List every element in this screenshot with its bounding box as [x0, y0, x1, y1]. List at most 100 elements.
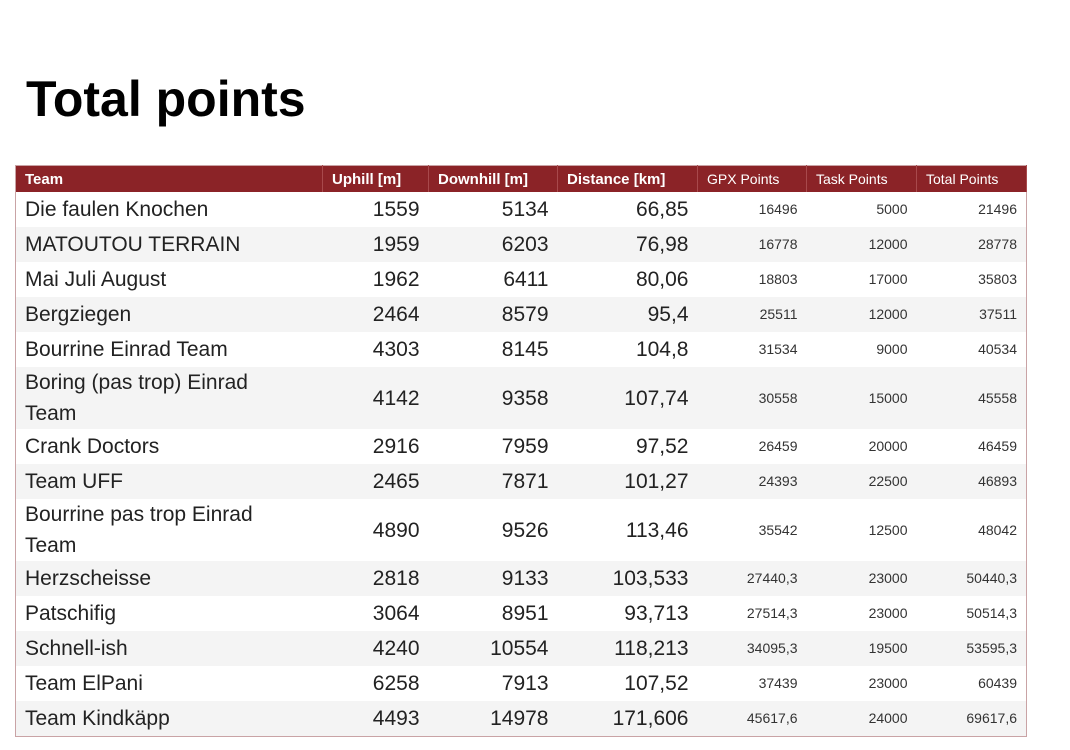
value-cell: 4303 [372, 338, 420, 361]
value-cell: 12000 [806, 227, 917, 262]
table-row: Mai Juli August 1962 6411 80,06 18803 17000 35… [16, 262, 1027, 297]
column-header: Distance [km] [557, 165, 698, 192]
team-cell: Boring (pas trop) Einrad Team [15, 367, 323, 429]
table-row: Team ElPani 6258 7913 107,52 37439 23000 60439 [16, 666, 1027, 701]
value-cell: 60439 [978, 675, 1017, 691]
value-cell: 97,52 [635, 435, 689, 458]
value-cell: 23000 [868, 675, 908, 691]
value-cell: 24000 [806, 701, 917, 737]
value-cell: 40534 [978, 341, 1017, 357]
team-cell: Mai Juli August [25, 268, 167, 291]
value-cell: 34095,3 [697, 631, 807, 666]
value-cell: 28778 [916, 227, 1027, 262]
value-cell: 80,06 [635, 268, 689, 291]
team-cell: Herzscheisse [15, 561, 323, 596]
value-cell: 25511 [697, 297, 807, 332]
value-cell: 3064 [372, 602, 420, 625]
value-cell: 16496 [758, 201, 798, 217]
table-row: Schnell-ish 4240 10554 118,213 34095,3 19500 5… [15, 631, 1027, 666]
value-cell: 2916 [372, 435, 420, 458]
value-cell: 103,533 [557, 561, 698, 596]
table-row: Herzscheisse 2818 9133 103,533 27440,3 23000 5… [15, 561, 1027, 596]
value-cell: 93,713 [624, 602, 689, 625]
column-header: Uphill [m] [322, 165, 429, 192]
column-header: Downhill [m] [428, 165, 558, 192]
team-cell: Crank Doctors [25, 435, 160, 458]
value-cell: 8145 [501, 338, 549, 361]
value-cell: 2464 [322, 297, 429, 332]
value-cell: 9358 [428, 367, 558, 429]
table-row: Bourrine Einrad Team 4303 8145 104,8 31534 90… [16, 332, 1027, 367]
value-cell: 1962 [372, 268, 420, 291]
value-cell: 12500 [868, 521, 908, 538]
value-cell: 6258 [372, 672, 420, 695]
value-cell: 23000 [868, 605, 908, 621]
column-header: GPX Points [697, 165, 807, 192]
points-table: Team Uphill [m] Downhill [m] Distance [km] G… [15, 165, 1027, 737]
team-cell: Schnell-ish [15, 631, 323, 666]
value-cell: 45617,6 [697, 701, 807, 737]
team-cell: Team UFF [15, 464, 323, 499]
page-title: Total points [26, 71, 306, 127]
value-cell: 30558 [697, 367, 807, 429]
value-cell: 15000 [806, 367, 917, 429]
team-cell: Team ElPani [25, 672, 143, 695]
value-cell: 2465 [322, 464, 429, 499]
value-cell: 1559 [372, 198, 420, 221]
value-cell: 107,74 [557, 367, 698, 429]
value-cell: 7959 [501, 435, 549, 458]
table-row: Patschifig 3064 8951 93,713 27514,3 23000 5051… [16, 596, 1027, 631]
team-cell: Patschifig [25, 602, 117, 625]
table-row: Bourrine pas trop Einrad Team 4890 9526 113… [16, 499, 1027, 561]
value-cell: 7913 [501, 672, 549, 695]
value-cell: 18803 [758, 271, 798, 287]
value-cell: 35803 [978, 271, 1017, 287]
value-cell: 16778 [697, 227, 807, 262]
table-row: Boring (pas trop) Einrad Team 4142 9358 107… [15, 367, 1027, 429]
value-cell: 2818 [322, 561, 429, 596]
value-cell: 50440,3 [916, 561, 1027, 596]
value-cell: 95,4 [557, 297, 698, 332]
table-row: Crank Doctors 2916 7959 97,52 26459 20000 4645… [16, 429, 1027, 464]
value-cell: 5000 [876, 201, 908, 217]
value-cell: 35542 [758, 521, 798, 538]
value-cell: 53595,3 [916, 631, 1027, 666]
value-cell: 5134 [501, 198, 549, 221]
value-cell: 66,85 [635, 198, 689, 221]
value-cell: 6411 [503, 268, 549, 291]
table-row: Team UFF 2465 7871 101,27 24393 22500 46893 [15, 464, 1027, 499]
team-cell: Bourrine Einrad Team [25, 338, 228, 361]
value-cell: 118,213 [557, 631, 698, 666]
table-row: MATOUTOU TERRAIN 1959 6203 76,98 16778 12000 2… [15, 227, 1027, 262]
team-cell: Bergziegen [15, 297, 323, 332]
value-cell: 23000 [806, 561, 917, 596]
value-cell: 27514,3 [746, 605, 798, 621]
value-cell: 9133 [428, 561, 558, 596]
value-cell: 6203 [428, 227, 558, 262]
column-header: Total Points [916, 165, 1027, 192]
value-cell: 24393 [697, 464, 807, 499]
value-cell: 14978 [428, 701, 558, 737]
value-cell: 37439 [758, 675, 798, 691]
value-cell: 1959 [322, 227, 429, 262]
value-cell: 17000 [868, 271, 908, 287]
value-cell: 48042 [978, 521, 1017, 538]
value-cell: 12000 [806, 297, 917, 332]
value-cell: 22500 [806, 464, 917, 499]
value-cell: 31534 [758, 341, 798, 357]
column-header: Team [15, 165, 323, 192]
team-cell: MATOUTOU TERRAIN [15, 227, 323, 262]
value-cell: 8951 [501, 602, 549, 625]
value-cell: 104,8 [635, 338, 689, 361]
value-cell: 4890 [372, 518, 420, 542]
value-cell: 10554 [428, 631, 558, 666]
value-cell: 171,606 [557, 701, 698, 737]
table-row: Bergziegen 2464 8579 95,4 25511 12000 37511 [15, 297, 1027, 332]
header-row: Team Uphill [m] Downhill [m] Distance [km] G… [15, 165, 1027, 192]
team-cell: Die faulen Knochen [25, 198, 209, 221]
value-cell: 4493 [322, 701, 429, 737]
value-cell: 9000 [876, 341, 908, 357]
value-cell: 4240 [322, 631, 429, 666]
column-header: Task Points [806, 165, 917, 192]
